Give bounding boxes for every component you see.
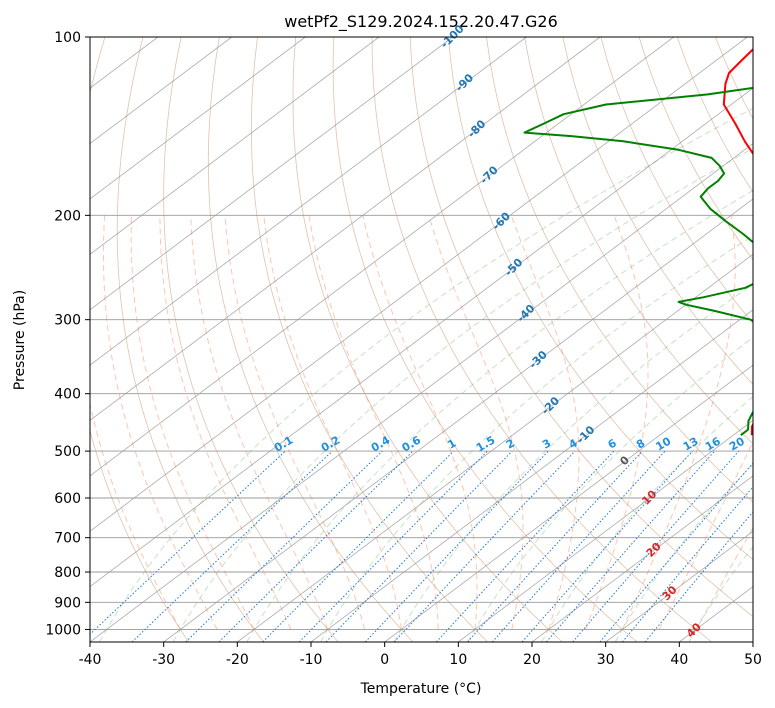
isotherm	[310, 309, 753, 642]
x-tick-label: -40	[79, 652, 102, 668]
wet-bulb-line	[541, 395, 753, 642]
dry-adiabat	[409, 37, 753, 618]
isotherm	[605, 530, 753, 642]
isotherm	[384, 364, 753, 642]
moist-adiabat	[585, 215, 649, 630]
temperature-profile	[722, 47, 753, 436]
isotherm	[90, 87, 753, 588]
wet-bulb-line	[393, 283, 753, 642]
mixing-ratio-line	[393, 450, 576, 642]
mixing-ratio-lines	[90, 450, 753, 642]
dewpoint-profile	[523, 86, 753, 436]
moist-adiabat	[263, 215, 402, 630]
x-tick-label: 20	[523, 652, 541, 668]
x-tick-label: 0	[380, 652, 389, 668]
mixing-ratio-line	[521, 450, 693, 642]
isotherm	[90, 37, 748, 532]
y-tick-label: 600	[54, 491, 81, 507]
isotherm	[90, 37, 674, 477]
isotherms	[90, 37, 753, 642]
dry-adiabat	[562, 37, 753, 385]
wet-bulb-lines	[99, 107, 753, 642]
wet-bulb-line	[172, 147, 753, 642]
wet-bulb-line	[614, 463, 753, 642]
mixing-ratio-line	[325, 450, 513, 642]
dry-adiabat	[163, 37, 339, 642]
x-tick-label: -10	[300, 652, 323, 668]
isotherm	[90, 37, 306, 200]
isotherm	[90, 37, 380, 255]
dry-adiabat	[447, 37, 753, 561]
isotherm	[90, 37, 601, 421]
mixing-ratio-line	[467, 450, 643, 642]
isotherm	[458, 419, 753, 642]
mixing-ratio-line	[131, 450, 333, 642]
dry-adiabat	[250, 37, 488, 642]
mixing-ratio-line	[599, 462, 753, 642]
mixing-ratio-line	[622, 486, 753, 642]
x-tick-label: -30	[152, 652, 175, 668]
isotherm	[163, 198, 753, 642]
wet-bulb-line	[99, 107, 753, 642]
sounding-profiles	[523, 47, 753, 436]
moist-adiabat	[695, 526, 753, 630]
mixing-ratio-line	[298, 450, 488, 642]
y-tick-label: 900	[54, 595, 81, 611]
x-tick-label: 40	[670, 652, 688, 668]
dry-adiabat	[524, 37, 753, 445]
y-tick-label: 500	[54, 444, 81, 460]
isotherm	[90, 37, 453, 311]
mixing-ratio-line	[218, 450, 414, 642]
y-axis-title: Pressure (hPa)	[12, 290, 28, 390]
x-tick-label: -20	[226, 652, 249, 668]
x-tick-label: 30	[597, 652, 615, 668]
mixing-ratio-line	[364, 450, 549, 642]
y-tick-label: 700	[54, 531, 81, 547]
y-tick-label: 1000	[45, 622, 81, 638]
chart-title: wetPf2_S129.2024.152.20.47.G26	[284, 12, 558, 32]
isotherm	[237, 253, 753, 642]
moist-adiabat	[658, 440, 753, 630]
isotherm	[90, 37, 232, 145]
mixing-ratio-line	[436, 450, 615, 642]
mixing-ratio-line	[545, 450, 715, 642]
moist-adiabat	[103, 215, 218, 630]
wet-bulb-line	[320, 235, 753, 642]
dry-adiabat	[600, 37, 753, 324]
plot-frame	[89, 36, 754, 643]
isotherm	[90, 37, 527, 366]
isobars	[90, 37, 753, 630]
wet-bulb-line	[246, 189, 753, 642]
mixing-ratio-line	[572, 450, 740, 642]
moist-adiabat	[130, 215, 255, 630]
dry-adiabat	[292, 37, 563, 642]
dry-adiabat	[332, 37, 638, 642]
y-axis: 100 200 300 400 500 600 700 800 900 1000	[45, 30, 90, 638]
x-tick-label: 10	[449, 652, 467, 668]
y-tick-label: 800	[54, 565, 81, 581]
x-axis-title: Temperature (°C)	[360, 681, 482, 697]
dry-adiabat	[116, 37, 264, 642]
y-tick-label: 200	[54, 208, 81, 224]
dry-adiabat	[90, 37, 190, 642]
x-tick-label: 50	[744, 652, 762, 668]
y-tick-label: 300	[54, 313, 81, 329]
y-tick-label: 400	[54, 387, 81, 403]
isotherm	[90, 143, 753, 642]
x-axis: -40 -30 -20 -10 0 10 20 30 40 50	[79, 642, 762, 668]
y-tick-label: 100	[54, 30, 81, 46]
moist-adiabat	[159, 215, 292, 630]
isotherm	[531, 475, 753, 642]
plot-area	[90, 37, 753, 642]
wet-bulb-line	[467, 336, 753, 642]
